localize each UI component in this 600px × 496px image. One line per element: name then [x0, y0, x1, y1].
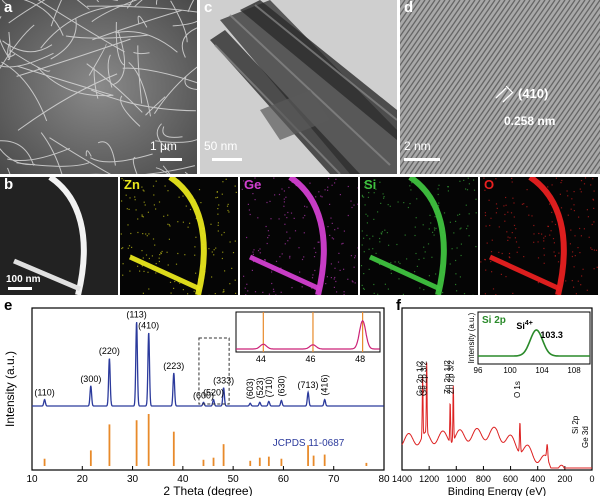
xps-peak-label: Ge 2p 3/2 — [420, 360, 429, 396]
xrd-peak-label: (600) — [193, 390, 214, 400]
xps-x-tick-label: 0 — [589, 474, 594, 484]
xrd-chart-panel: 10 20 30 40 50 60 70 80 2 Theta (degree) Intensit… — [0, 298, 392, 496]
panel-label-b: b — [4, 177, 14, 193]
xps-inset-peak-value: 103.3 — [540, 330, 563, 340]
xrd-x-tick-label: 50 — [228, 474, 240, 485]
reference-card-label: JCPDS 11-0687 — [273, 438, 345, 449]
eds-element-label: Ge — [244, 177, 262, 192]
panel-label-f: f — [396, 298, 401, 314]
xps-x-tick-label: 600 — [503, 474, 518, 484]
hrtem-image-panel: d (410) 0.258 nm 2 nm — [400, 0, 600, 174]
xps-x-tick-label: 1200 — [419, 474, 439, 484]
nanowire-texture — [0, 0, 197, 174]
eds-map-ge: Ge — [240, 177, 358, 295]
xps-peak-label: Zn 2p 3/2 — [446, 360, 455, 394]
xps-x-tick-label: 1000 — [446, 474, 466, 484]
xps-peak-label: Ge 3d — [581, 426, 590, 448]
xrd-inset-tick-label: 46 — [305, 354, 315, 364]
scale-bar-label-c: 50 nm — [204, 139, 238, 153]
xrd-plot-frame — [31, 307, 385, 471]
xrd-peak-label: (410) — [138, 320, 159, 330]
xps-inset-title: Si 2p — [482, 315, 506, 326]
eds-map-zn: Zn — [120, 177, 238, 295]
scale-bar-c — [212, 158, 242, 161]
sem-image-panel: a 1 μm — [0, 0, 197, 174]
xrd-peak-label: (603) — [245, 378, 255, 399]
xps-peak-label: Ge 2p 1/2 — [416, 360, 425, 396]
xps-survey-line — [401, 362, 592, 469]
xps-plot-frame — [401, 307, 593, 471]
scale-bar-d — [404, 158, 440, 161]
xps-chart: 1400 1200 1000 800 600 400 200 0 Binding Energy … — [392, 307, 595, 496]
xps-x-tick-label: 200 — [557, 474, 572, 484]
xps-inset-tick-label: 100 — [503, 366, 517, 375]
scale-bar-label-a: 1 μm — [150, 139, 177, 153]
lattice-plane-label: (410) — [518, 86, 549, 101]
xrd-peak-label: (220) — [99, 346, 120, 356]
xps-x-tick-label: 800 — [476, 474, 491, 484]
xps-inset-tick-label: 96 — [474, 366, 483, 375]
xrd-x-tick-label: 10 — [26, 474, 38, 485]
xrd-peak-label: (630) — [276, 375, 286, 396]
xrd-x-tick-label: 40 — [177, 474, 189, 485]
xps-inset-tick-label: 104 — [535, 366, 549, 375]
lattice-fringes — [400, 0, 600, 174]
xrd-inset-tick-label: 48 — [355, 354, 365, 364]
scale-bar-a — [160, 158, 182, 161]
tem-image-panel: c 50 nm — [200, 0, 397, 174]
xps-x-tick-label: 1400 — [392, 474, 412, 484]
xrd-x-tick-label: 80 — [378, 474, 390, 485]
xrd-peak-label: (710) — [264, 376, 274, 397]
xrd-peak-label: (520) — [203, 388, 224, 398]
xps-inset-tick-label: 108 — [567, 366, 581, 375]
lattice-spacing-label: 0.258 nm — [504, 114, 556, 128]
eds-map-o: O — [480, 177, 598, 295]
haadf-image-panel: b 100 nm — [0, 177, 118, 295]
scale-bar-label-b: 100 nm — [6, 274, 41, 285]
xrd-x-axis-label: 2 Theta (degree) — [163, 484, 252, 496]
xrd-highlight-box — [198, 337, 230, 405]
eds-map-si: Si — [360, 177, 478, 295]
xrd-peak-label: (333) — [213, 376, 234, 386]
xrd-y-axis-label: Intensity (a.u.) — [3, 351, 17, 427]
xps-peak-label: O 1s — [513, 381, 522, 398]
xrd-x-tick-label: 30 — [127, 474, 139, 485]
xrd-x-tick-label: 60 — [278, 474, 290, 485]
xps-peak-label: Zn 2p 1/2 — [443, 360, 452, 394]
xrd-peak-label: (713) — [298, 380, 319, 390]
xps-inset-peak-label: Si4+ — [516, 320, 533, 331]
xrd-inset-frame — [235, 311, 381, 353]
xrd-peak-label: (523) — [255, 377, 265, 398]
xrd-x-tick-label: 70 — [328, 474, 340, 485]
xrd-chart: 10 20 30 40 50 60 70 80 2 Theta (degree) Intensit… — [3, 307, 390, 496]
xrd-pattern-line — [32, 322, 384, 407]
scale-bar-b — [8, 287, 32, 290]
xrd-peak-label: (300) — [80, 374, 101, 384]
xps-inset-y-label: Intensity (a.u.) — [467, 312, 476, 363]
xrd-inset-line — [236, 319, 380, 350]
xps-x-axis-label: Binding Energy (eV) — [448, 486, 546, 496]
xrd-peak-label: (416) — [320, 375, 330, 396]
eds-element-label: Zn — [124, 177, 140, 192]
panel-label-a: a — [4, 0, 13, 16]
xps-x-tick-label: 400 — [530, 474, 545, 484]
xrd-peak-label: (113) — [126, 309, 146, 319]
xps-chart-panel: 1400 1200 1000 800 600 400 200 0 Binding Energy … — [392, 298, 600, 496]
scale-bar-label-d: 2 nm — [404, 139, 431, 153]
xrd-inset-tick-label: 44 — [256, 354, 266, 364]
panel-label-e: e — [4, 298, 13, 314]
panel-label-c: c — [204, 0, 213, 16]
eds-element-label: O — [484, 177, 495, 192]
xps-inset-line — [478, 329, 590, 357]
panel-label-d: d — [404, 0, 414, 16]
xps-peak-label: Si 2p — [571, 415, 580, 434]
tem-bundle-texture — [200, 0, 397, 174]
xrd-x-tick-label: 20 — [77, 474, 89, 485]
eds-element-label: Si — [364, 177, 377, 192]
xrd-peak-label: (110) — [34, 388, 54, 398]
xrd-peak-label: (223) — [163, 361, 184, 371]
